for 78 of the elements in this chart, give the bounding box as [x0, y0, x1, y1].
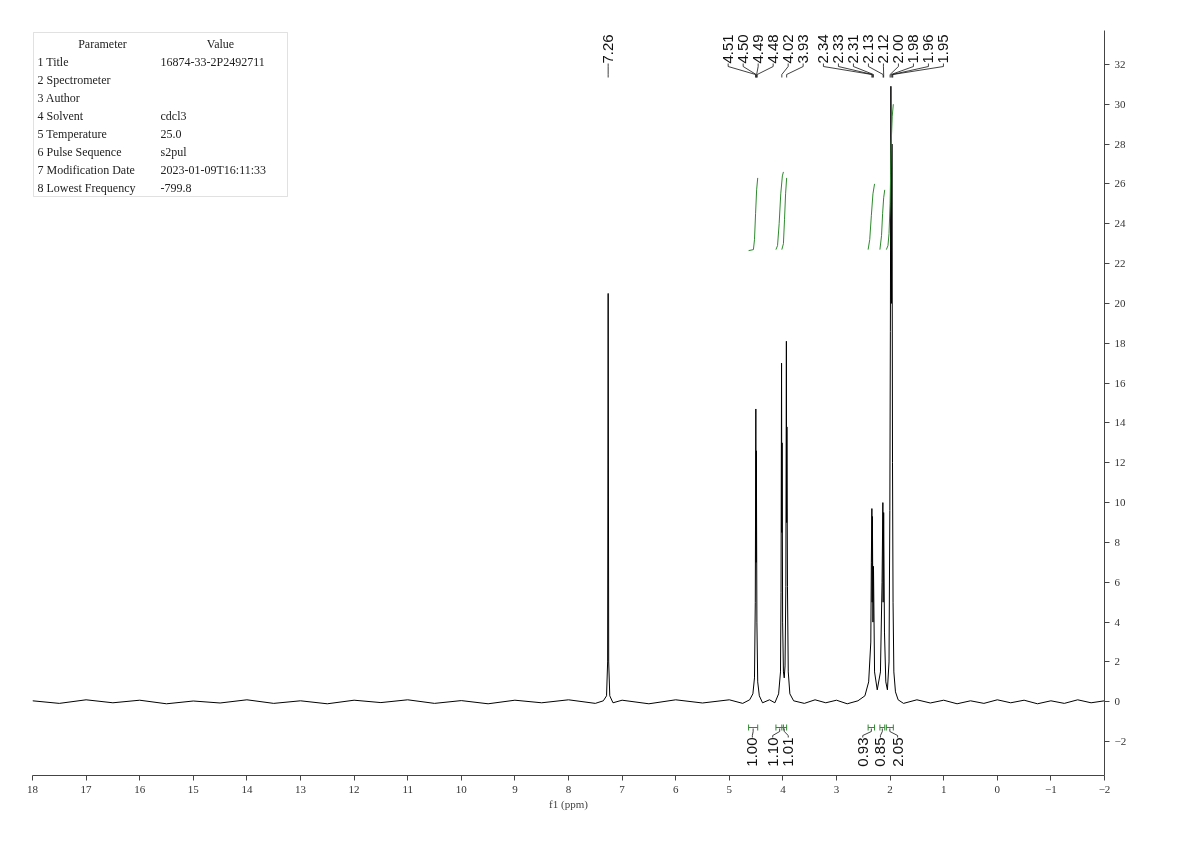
annotation: 7.26 [599, 34, 617, 64]
annotation: 1.96 [919, 34, 937, 64]
x-tick-label: 14 [241, 782, 253, 795]
x-tick-label: 11 [402, 782, 413, 795]
y-tick-label: 22 [1114, 257, 1126, 270]
annotation: 2.12 [874, 34, 892, 64]
y-tick-label: 14 [1114, 416, 1126, 429]
y-tick-label: 4 [1114, 615, 1121, 628]
x-tick-label: 3 [833, 782, 840, 795]
x-axis-title: f1 (ppm) [549, 797, 589, 811]
annotation: 0.93 [853, 737, 871, 767]
x-tick-label: 15 [187, 782, 200, 795]
annotation: 1.10 [763, 737, 781, 767]
text: 6 Pulse Sequence s2pul [37, 144, 187, 159]
x-tick-label: 17 [80, 782, 93, 795]
annotation: 1.01 [779, 737, 797, 767]
annotation: 1.98 [904, 34, 922, 64]
text: 1 Title 16874-33-2P2492711 [37, 54, 265, 69]
x-tick-label: 8 [565, 782, 572, 795]
x-tick-label: 5 [726, 782, 733, 795]
y-tick-label: 30 [1114, 97, 1126, 110]
x-tick-label: 2 [887, 782, 893, 795]
annotation: 2 Spectrometer [37, 72, 111, 87]
annotation: 4.51 [719, 34, 737, 64]
x-tick-label: −1 [1045, 782, 1057, 795]
y-tick-label: 16 [1114, 376, 1126, 389]
y-tick-label: 10 [1114, 496, 1126, 509]
annotation: 0.85 [871, 737, 889, 767]
annotation: 2.00 [889, 34, 907, 64]
annotation: 1.95 [934, 34, 952, 64]
x-tick-label: 12 [348, 782, 360, 795]
text: 4 Solvent cdcl3 [37, 108, 187, 123]
x-tick-label: 18 [27, 782, 39, 795]
annotation: 2.33 [829, 34, 847, 64]
y-tick-label: 6 [1114, 575, 1121, 588]
annotation: 2.31 [844, 34, 862, 64]
x-tick-label: 4 [780, 782, 787, 795]
y-tick-label: 24 [1114, 217, 1126, 230]
annotation: 4.49 [749, 34, 767, 64]
x-tick-label: 1 [940, 782, 947, 795]
text: 8 Lowest Frequency -799.8 [37, 180, 192, 195]
line-series [885, 103, 894, 251]
annotation: 2.34 [814, 34, 832, 64]
x-tick-label: 9 [512, 782, 519, 795]
text: Parameter Value [78, 36, 235, 51]
line-series [781, 177, 788, 251]
line-series [867, 183, 876, 251]
y-tick-label: 2 [1114, 655, 1120, 668]
y-tick-label: 18 [1114, 336, 1126, 349]
annotation: 4.48 [764, 34, 782, 64]
x-tick-label: 0 [994, 782, 1001, 795]
y-tick-label: 28 [1114, 137, 1126, 150]
x-tick-label: −2 [1098, 782, 1111, 795]
x-tick-label: 16 [134, 782, 146, 795]
y-tick-label: 8 [1114, 535, 1121, 548]
line-series [748, 177, 759, 252]
annotation: 3 Author [37, 90, 80, 105]
annotation: 2.13 [859, 34, 877, 64]
y-tick-label: 0 [1114, 695, 1121, 708]
line-series [775, 171, 784, 251]
y-tick-label: 12 [1114, 456, 1126, 469]
y-tick-label: 26 [1114, 177, 1126, 190]
y-tick-label: 32 [1114, 57, 1126, 70]
x-tick-label: 10 [455, 782, 468, 795]
text: 5 Temperature 25.0 [37, 126, 182, 141]
line-series [32, 85, 1105, 705]
text: 7 Modification Date 2023-01-09T16:11:33 [37, 162, 267, 177]
x-tick-label: 7 [619, 782, 626, 795]
annotation: 4.50 [734, 34, 752, 64]
annotation: 4.02 [779, 34, 797, 64]
annotation: 3.93 [794, 34, 812, 64]
y-tick-label: 20 [1114, 296, 1126, 309]
y-tick-label: −2 [1114, 735, 1127, 748]
x-tick-label: 6 [672, 782, 679, 795]
annotation: 2.05 [888, 737, 906, 767]
x-tick-label: 13 [295, 782, 307, 795]
annotation: 1.00 [743, 737, 761, 767]
line-series [879, 189, 886, 251]
